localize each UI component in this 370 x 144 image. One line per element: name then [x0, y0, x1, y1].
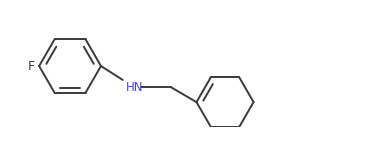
Text: F: F	[27, 60, 34, 73]
Text: HN: HN	[126, 80, 144, 94]
